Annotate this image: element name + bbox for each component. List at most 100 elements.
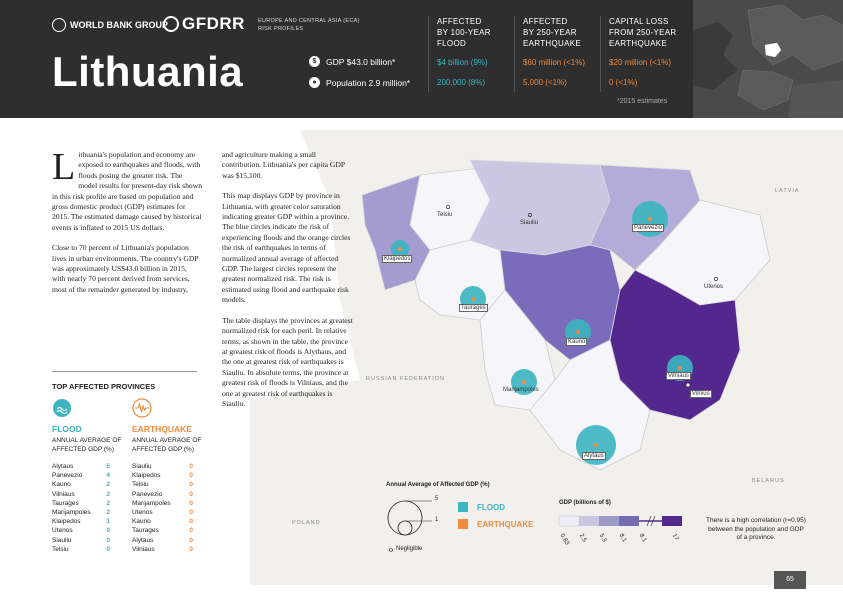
table-row: Vilniaus: [52, 490, 75, 498]
table-row: Vilniaus: [132, 545, 155, 553]
circle-legend-large-value: 5: [435, 496, 439, 502]
body-column-2: and agriculture making a small contribut…: [222, 150, 355, 419]
per-capita-paragraph: and agriculture making a small contribut…: [222, 150, 345, 180]
earthquake-icon: [132, 398, 152, 418]
province-label-klaipedos: Klaipedos: [382, 255, 413, 263]
capital-label-vilnius: Vilnius: [690, 390, 712, 398]
gfdrr-ring-icon: [163, 16, 179, 32]
province-label-marijampoles: Marijampoles: [503, 387, 539, 393]
earthquake-affected-column: AFFECTED BY 250-YEAR EARTHQUAKE $60 mill…: [523, 16, 609, 108]
table-row: Panevezio: [132, 490, 163, 498]
neighbor-poland: POLAND: [292, 520, 321, 526]
province-map: [0, 118, 843, 595]
gdp-scale-step-1: [558, 515, 580, 527]
section-divider: [52, 371, 197, 372]
correlation-note: There is a high correlation (r=0.95) bet…: [706, 517, 806, 541]
country-title: Lithuania: [52, 48, 244, 95]
city-marker-siauliu: [528, 213, 532, 217]
population-stat: ● Population 2.9 million*: [309, 77, 410, 88]
eq-dot-panevezio: [648, 217, 652, 221]
neighbor-latvia: LATVIA: [775, 188, 800, 194]
map-description-paragraph: This map displays GDP by province in Lit…: [222, 191, 351, 305]
circle-legend-small-value: 1: [435, 517, 439, 523]
gdp-scale-step-3: [599, 516, 619, 526]
table-row: Taurages: [132, 527, 159, 535]
lithuania-locator-shape: [764, 42, 782, 58]
table-row: Alytaus: [132, 536, 154, 544]
table-row: Taurages: [52, 499, 79, 507]
earthquake-gdp-value: $60 million (<1%): [523, 58, 586, 67]
table-row: Telsiu: [132, 481, 149, 489]
estimates-note: *2015 estimates: [617, 98, 668, 105]
city-marker-utenos: [714, 277, 718, 281]
legend-earthquake-swatch: [458, 519, 468, 529]
region-line-2: RISK PROFILES: [258, 26, 304, 32]
province-label-alytaus: Alytaus: [582, 452, 606, 460]
earthquake-column-sub: ANNUAL AVERAGE OF AFFECTED GDP (%): [132, 437, 202, 453]
legend-flood-label: FLOOD: [477, 503, 505, 512]
globe-icon: [52, 18, 66, 32]
flood-icon: [53, 399, 71, 417]
flood-column-head: FLOOD: [52, 424, 82, 434]
province-label-panevezio: Panevezio: [632, 224, 665, 232]
table-row: Panevezio: [52, 472, 83, 480]
locator-map: [693, 0, 843, 118]
table-row: Alytaus: [52, 463, 74, 470]
table-row: Telsiu: [52, 545, 69, 553]
eq-dot-klaipedos: [398, 247, 402, 251]
province-siauliu: [469, 159, 611, 256]
flood-province-list: Alytaus Panevezio Kauno Vilniaus Taurage…: [52, 462, 91, 554]
table-description-paragraph: The table displays the provinces at grea…: [222, 315, 353, 408]
gdp-scale-step-5: [662, 516, 682, 526]
top-affected-title: TOP AFFECTED PROVINCES: [52, 382, 156, 391]
dropcap: L: [52, 146, 76, 188]
circle-legend-negligible: Negligible: [396, 546, 423, 552]
table-row: Klaipedos: [52, 518, 81, 526]
intro-text: ithuania's population and economy are ex…: [52, 150, 203, 232]
gdp-stat: $ GDP $43.0 billion*: [309, 56, 395, 67]
region-line-1: EUROPE AND CENTRAL ASIA (ECA): [258, 18, 360, 24]
table-row: Klaipedos: [132, 472, 161, 480]
table-row: Marijampoles: [132, 499, 171, 507]
eq-dot-marijampoles: [522, 380, 526, 384]
flood-column-title: AFFECTED BY 100-YEAR FLOOD: [437, 17, 491, 48]
population-stat-text: Population 2.9 million*: [326, 77, 411, 88]
eq-dot-vilniaus: [678, 366, 682, 370]
capital-loss-population-value: 0 (<1%): [609, 78, 638, 87]
flood-population-value: 200,000 (8%): [437, 78, 486, 87]
header-divider: [428, 16, 429, 92]
header-band: WORLD BANK GROUP GFDRR EUROPE AND CENTRA…: [0, 0, 843, 118]
province-label-siauliu: Siauliu: [520, 220, 539, 226]
table-row: Kauno: [132, 518, 151, 526]
header-divider: [514, 16, 515, 92]
legend-earthquake-label: EARTHQUAKE: [477, 520, 534, 529]
capital-loss-column: CAPITAL LOSS FROM 250-YEAR EARTHQUAKE $2…: [609, 16, 695, 108]
city-marker-telsiu: [446, 205, 450, 209]
province-label-taurages: Taurages: [459, 304, 488, 312]
earthquake-column-title: AFFECTED BY 250-YEAR EARTHQUAKE: [523, 17, 581, 48]
gdp-stat-text: GDP $43.0 billion*: [326, 56, 396, 67]
table-row: Siauliu: [52, 536, 72, 544]
person-icon: ●: [309, 77, 320, 88]
earthquake-province-list: Siauliu Klaipedos Telsiu Panevezio Marij…: [132, 462, 171, 554]
earthquake-value-list: 0 0 0 0 0 0 0 0 0 0: [189, 463, 193, 553]
table-row: Utenos: [52, 527, 73, 535]
province-label-telsiu: Telsiu: [437, 212, 453, 218]
flood-affected-column: AFFECTED BY 100-YEAR FLOOD $4 billion (9…: [437, 16, 523, 108]
earthquake-population-value: 5,000 (<1%): [523, 78, 567, 87]
gdp-scale-step-2: [579, 516, 599, 526]
table-row: Siauliu: [132, 463, 152, 470]
neighbor-belarus: BELARUS: [752, 478, 785, 484]
capital-loss-value: $20 million (<1%): [609, 58, 672, 67]
gfdrr-logo: GFDRR: [163, 14, 245, 34]
province-alytaus: [529, 339, 651, 471]
flood-gdp-value: $4 billion (9%): [437, 58, 488, 67]
legend-flood-swatch: [458, 502, 468, 512]
table-row: Utenos: [132, 509, 153, 517]
flood-value-list: 5 4 2 2 2 2 1 0 0 0: [106, 463, 110, 553]
urban-paragraph: Close to 70 percent of Lithuania's popul…: [52, 243, 199, 294]
region-label: EUROPE AND CENTRAL ASIA (ECA) RISK PROFI…: [258, 17, 360, 33]
neighbor-russia: RUSSIAN FEDERATION: [366, 376, 446, 382]
